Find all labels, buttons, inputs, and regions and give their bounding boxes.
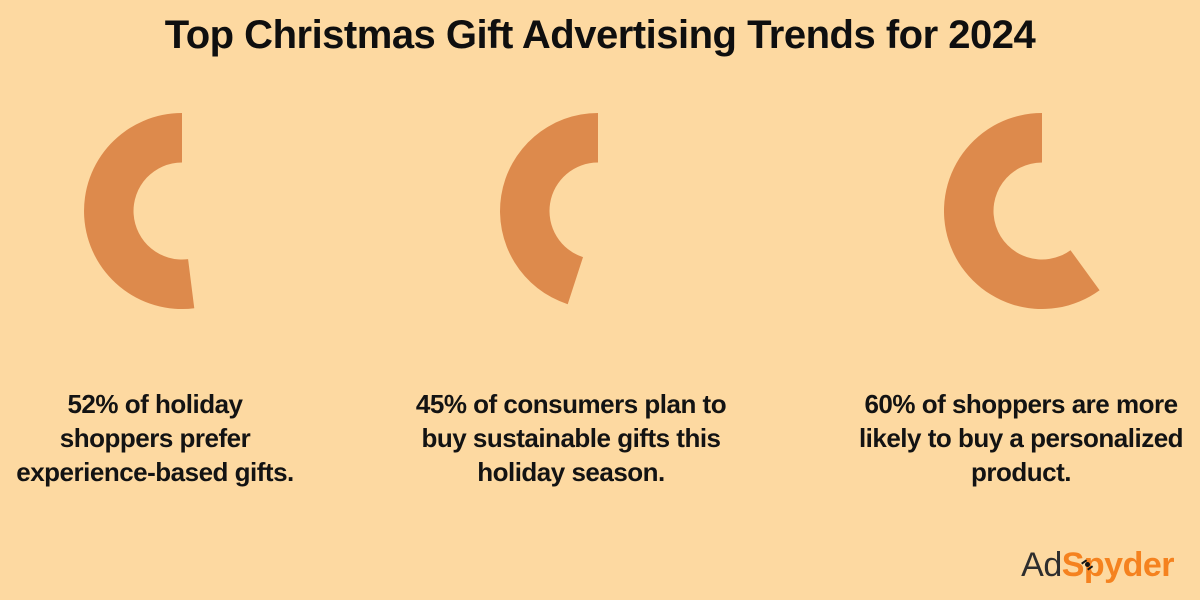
donut-chart-45-percent (500, 113, 598, 305)
donut-chart-60-percent (944, 113, 1100, 309)
stat-line: shoppers prefer (59, 423, 251, 453)
donut-arc (500, 113, 598, 305)
stat-caption-personalized-product: 60% of shoppers are more likely to buy a… (851, 387, 1191, 489)
stat-line: 45% of consumers plan to (415, 389, 727, 419)
logo-suffix-text: Spyder (1061, 546, 1175, 584)
stat-caption-sustainable-gifts: 45% of consumers plan to buy sustainable… (401, 387, 741, 489)
stat-line: product. (971, 457, 1072, 487)
stat-line: 60% of shoppers are more (864, 389, 1178, 419)
adspyder-logo: AdSpyder (1021, 545, 1174, 585)
stat-caption-experience-gifts: 52% of holiday shoppers prefer experienc… (0, 387, 325, 489)
stat-line: holiday season. (477, 457, 665, 487)
stat-line: experience-based gifts. (16, 457, 294, 487)
stat-line: 52% of holiday (67, 389, 243, 419)
donut-arc (944, 113, 1100, 309)
page-title: Top Christmas Gift Advertising Trends fo… (164, 13, 1036, 57)
stat-line: buy sustainable gifts this (421, 423, 721, 453)
donut-chart-52-percent (84, 113, 195, 309)
donut-arc (84, 113, 195, 309)
logo-prefix-text: Ad (1021, 546, 1062, 584)
spider-icon (1085, 562, 1091, 567)
stat-line: likely to buy a personalized (858, 423, 1184, 453)
